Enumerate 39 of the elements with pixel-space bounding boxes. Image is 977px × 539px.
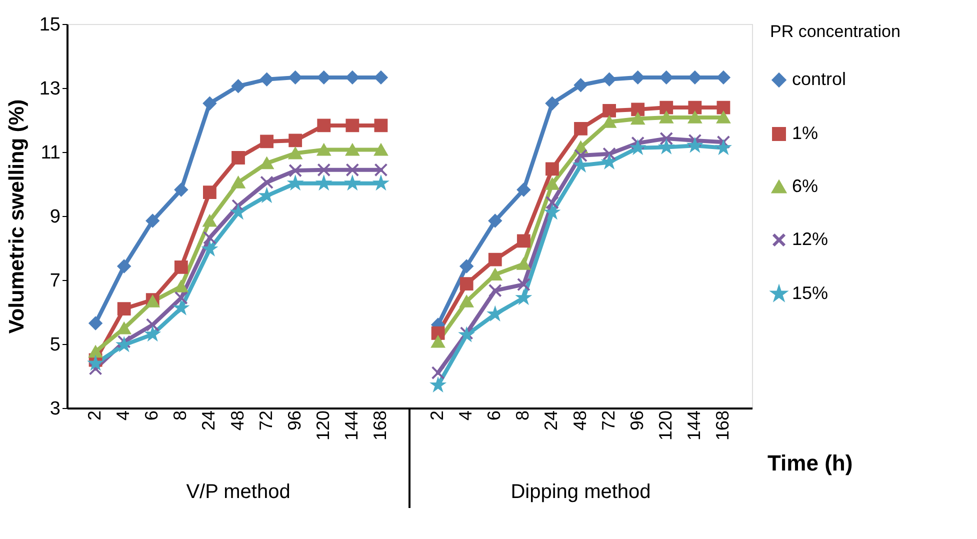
x-tick-label: 24 xyxy=(541,410,562,431)
x-tick-label: 120 xyxy=(312,410,333,441)
y-tick-label: 5 xyxy=(50,334,60,356)
x-tick-label: 4 xyxy=(456,410,476,421)
y-axis-title: Volumetric swelling (%) xyxy=(5,99,28,334)
x-tick-label: 144 xyxy=(684,410,704,441)
legend-label: 12% xyxy=(792,229,828,249)
x-tick-label: 168 xyxy=(370,410,390,441)
y-tick-label: 11 xyxy=(40,142,60,164)
y-tick-label: 13 xyxy=(39,78,60,100)
legend-title: PR concentration xyxy=(770,22,900,41)
x-tick-label: 2 xyxy=(427,410,448,421)
x-tick-label: 4 xyxy=(113,410,134,421)
x-tick-label: 168 xyxy=(712,410,732,441)
legend-label: control xyxy=(792,69,846,89)
x-tick-label: 6 xyxy=(142,410,162,421)
y-tick-label: 7 xyxy=(50,270,60,292)
x-tick-label: 8 xyxy=(170,410,190,421)
x-tick-label: 48 xyxy=(570,410,590,431)
x-tick-label: 2 xyxy=(84,410,105,421)
y-tick-label: 15 xyxy=(39,14,60,36)
x-tick-label: 96 xyxy=(284,410,304,431)
x-tick-label: 72 xyxy=(598,410,618,431)
x-tick-label: 144 xyxy=(341,410,362,441)
x-axis-title: Time (h) xyxy=(768,450,853,476)
x-tick-label: 72 xyxy=(256,410,276,431)
legend-label: 1% xyxy=(792,123,818,143)
x-tick-label: 6 xyxy=(484,410,504,421)
y-tick-label: 9 xyxy=(50,206,60,228)
legend-label: 15% xyxy=(792,283,828,303)
x-tick-label: 120 xyxy=(655,410,676,441)
y-tick-label: 3 xyxy=(50,398,60,420)
x-tick-label: 96 xyxy=(626,410,647,431)
legend-label: 6% xyxy=(792,176,818,196)
text: V/P method xyxy=(186,481,290,503)
x-tick-label: 48 xyxy=(227,410,248,431)
text: Dipping method xyxy=(510,481,651,503)
x-tick-label: 8 xyxy=(512,410,533,421)
x-tick-label: 24 xyxy=(198,410,219,431)
